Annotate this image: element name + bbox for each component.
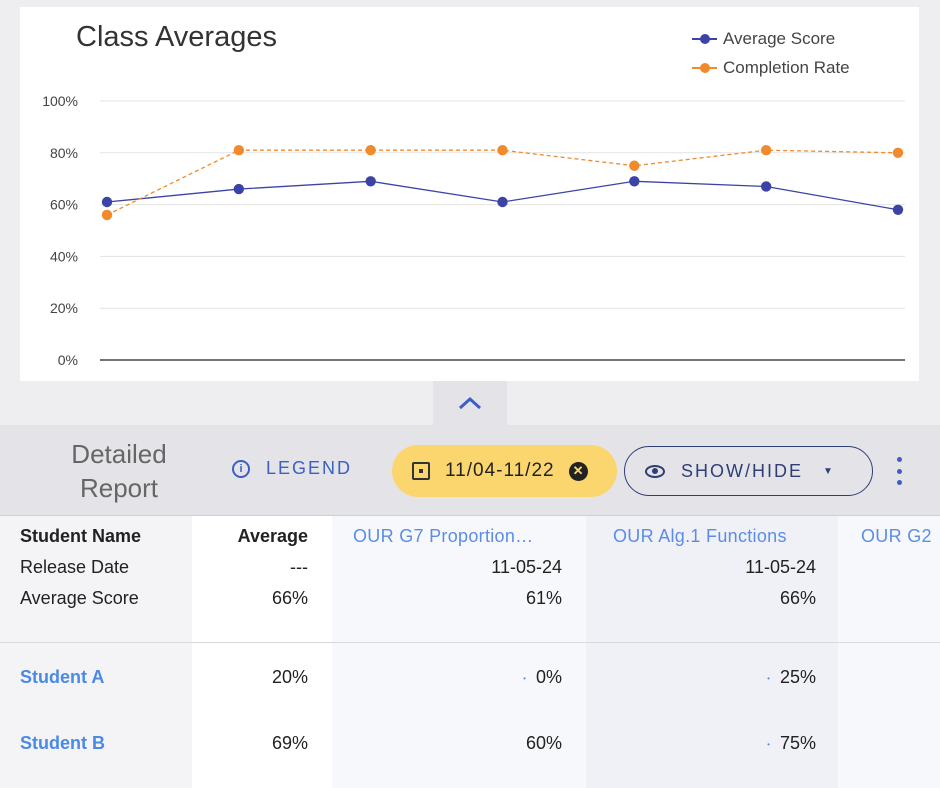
y-tick-label: 40% bbox=[50, 248, 78, 264]
report-table: Student Name Release Date Average Score … bbox=[0, 516, 940, 788]
assignment-column-bg bbox=[838, 516, 940, 788]
assignment-average-score: 66% bbox=[779, 588, 816, 608]
assignment-release-date: 11-05-24 bbox=[745, 557, 816, 577]
assignment-average-score: 61% bbox=[525, 588, 562, 608]
y-tick-label: 80% bbox=[50, 145, 78, 161]
data-point-completion-rate bbox=[365, 145, 376, 156]
data-point-completion-rate bbox=[233, 145, 245, 156]
student-average: 69% bbox=[271, 733, 308, 753]
student-score-cell[interactable]: • 25% bbox=[594, 667, 816, 688]
caret-down-icon: ▼ bbox=[823, 465, 833, 477]
assignment-column-bg bbox=[332, 516, 586, 788]
assignment-header-link[interactable]: OUR Alg.1 Functions bbox=[613, 526, 787, 546]
student-score: 60% bbox=[525, 733, 562, 753]
chart-card: 0% 20% 40% 60% 80% 100% Class Averages Averag… bbox=[20, 7, 919, 381]
student-score: 25% bbox=[779, 667, 816, 687]
average-score-value: 66% bbox=[271, 588, 308, 608]
average-release-date: --- bbox=[290, 557, 308, 577]
assignment-release-date: 11-05-24 bbox=[491, 557, 562, 577]
dot-icon: • bbox=[767, 673, 770, 683]
data-point-average-score bbox=[365, 176, 376, 187]
legend-button[interactable]: i LEGEND bbox=[232, 458, 352, 479]
report-title: Detailed Report bbox=[71, 439, 167, 503]
legend-swatch-average-score bbox=[692, 34, 717, 44]
assignment-header-link[interactable]: OUR G2 bbox=[861, 526, 932, 546]
legend-button-label: LEGEND bbox=[266, 458, 353, 478]
data-point-average-score bbox=[892, 204, 904, 215]
student-score-cell[interactable]: • 0% bbox=[340, 667, 562, 688]
show-hide-label: SHOW/HIDE bbox=[681, 460, 804, 481]
y-tick-label: 60% bbox=[50, 197, 78, 213]
data-point-average-score bbox=[760, 181, 772, 192]
info-icon: i bbox=[232, 459, 250, 478]
student-name-header[interactable]: Student Name bbox=[20, 526, 142, 546]
data-point-completion-rate bbox=[101, 209, 113, 221]
more-dot bbox=[896, 457, 902, 462]
release-date-label: Release Date bbox=[20, 557, 130, 577]
collapse-chart-button[interactable] bbox=[433, 381, 507, 425]
data-point-completion-rate bbox=[892, 147, 904, 158]
legend-label-average-score: Average Score bbox=[723, 29, 836, 48]
date-range-chip[interactable]: 11/04-11/22 ✕ bbox=[392, 445, 617, 497]
clear-date-icon[interactable]: ✕ bbox=[568, 461, 588, 481]
legend-label-completion-rate: Completion Rate bbox=[723, 58, 850, 77]
calendar-icon bbox=[412, 462, 430, 480]
student-score: 75% bbox=[779, 733, 816, 753]
student-average: 20% bbox=[271, 667, 308, 687]
show-hide-button[interactable]: SHOW/HIDE ▼ bbox=[624, 446, 873, 496]
header-divider bbox=[0, 642, 940, 643]
data-point-completion-rate bbox=[497, 145, 508, 156]
average-header[interactable]: Average bbox=[237, 526, 308, 546]
more-dot bbox=[896, 468, 902, 474]
name-column-bg bbox=[0, 516, 192, 788]
data-point-average-score bbox=[101, 196, 113, 208]
data-point-completion-rate bbox=[629, 160, 640, 171]
assignment-header-link[interactable]: OUR G7 Proportion… bbox=[353, 526, 534, 546]
student-link[interactable]: Student B bbox=[20, 733, 105, 753]
student-score-cell[interactable]: 60% bbox=[340, 733, 562, 754]
student-link[interactable]: Student A bbox=[20, 667, 105, 687]
chevron-up-icon bbox=[458, 396, 482, 410]
assignment-column-bg bbox=[586, 516, 838, 788]
report-toolbar: Detailed Report i LEGEND 11/04-11/22 ✕ S… bbox=[0, 425, 940, 516]
data-point-completion-rate bbox=[760, 145, 772, 156]
y-tick-label: 100% bbox=[42, 93, 78, 109]
legend-swatch-completion-rate bbox=[692, 63, 717, 73]
more-dot bbox=[896, 480, 902, 485]
average-column-bg bbox=[192, 516, 332, 788]
more-options-button[interactable] bbox=[892, 457, 906, 485]
y-tick-label: 0% bbox=[58, 352, 78, 368]
legend-item-average-score[interactable]: Average Score bbox=[692, 29, 835, 49]
y-tick-label: 20% bbox=[50, 300, 78, 316]
line-chart: 0% 20% 40% 60% 80% 100% bbox=[42, 93, 905, 368]
dot-icon: • bbox=[523, 673, 526, 683]
dot-icon: • bbox=[767, 739, 770, 749]
chart-title: Class Averages bbox=[76, 21, 277, 53]
eye-icon bbox=[645, 464, 665, 478]
average-score-label: Average Score bbox=[20, 588, 139, 608]
date-range-label: 11/04-11/22 bbox=[445, 460, 555, 481]
legend-item-completion-rate[interactable]: Completion Rate bbox=[692, 58, 850, 78]
data-point-average-score bbox=[497, 196, 508, 208]
student-score-cell[interactable]: • 75% bbox=[594, 733, 816, 754]
student-score: 0% bbox=[535, 667, 562, 687]
data-point-average-score bbox=[629, 176, 640, 187]
data-point-average-score bbox=[233, 183, 245, 195]
